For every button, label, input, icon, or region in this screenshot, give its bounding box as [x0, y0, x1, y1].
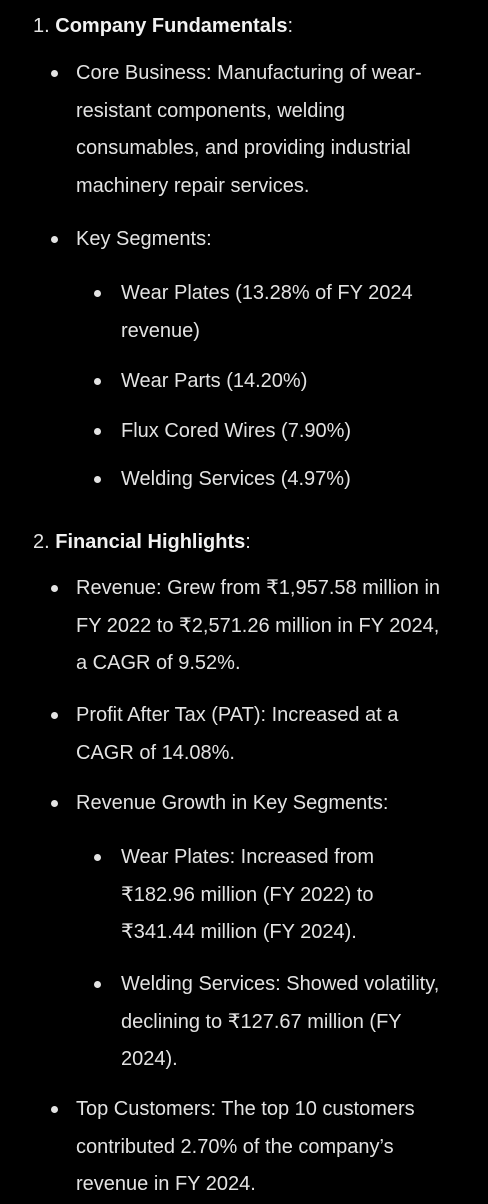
section-title: Financial Highlights [55, 531, 246, 553]
line: Top Customers: The top 10 customers [76, 1098, 415, 1120]
sub-item-wear-parts: Wear Parts (14.20%) [94, 363, 476, 401]
sub-item-flux-cored-wires: Flux Cored Wires (7.90%) [94, 413, 476, 451]
bullet-icon [51, 236, 58, 243]
section-number: 1. [33, 15, 50, 37]
line: 2024). [121, 1048, 178, 1070]
line: machinery repair services. [76, 174, 310, 197]
line: ₹182.96 million (FY 2022) to [121, 883, 374, 906]
bullet-icon [94, 378, 101, 385]
line: Welding Services: Showed volatility, [121, 973, 440, 995]
bullet-icon [94, 854, 101, 861]
section-suffix: : [287, 15, 294, 37]
sub-item-welding-services: Welding Services (4.97%) [94, 461, 476, 499]
section-number: 2. [33, 531, 50, 553]
line: Wear Parts (14.20%) [121, 370, 308, 392]
sub-item-wear-plates-growth: Wear Plates: Increased from ₹182.96 mill… [94, 839, 476, 952]
list-item-key-segments: Key Segments: [51, 221, 476, 259]
line: declining to ₹127.67 million (FY [121, 1010, 402, 1033]
line: Wear Plates: Increased from [121, 846, 375, 868]
bullet-icon [94, 290, 101, 297]
line: revenue in FY 2024. [76, 1173, 256, 1195]
line: Core Business: Manufacturing of wear- [76, 62, 422, 84]
bullet-icon [94, 428, 101, 435]
line: Revenue Growth in Key Segments: [76, 792, 389, 814]
section-heading-company-fundamentals: 1. Company Fundamentals: [33, 8, 293, 46]
line: FY 2022 to ₹2,571.26 million in FY 2024, [76, 614, 440, 637]
sub-item-welding-services-growth: Welding Services: Showed volatility, dec… [94, 966, 476, 1079]
list-item-profit-after-tax: Profit After Tax (PAT): Increased at a C… [51, 697, 476, 772]
list-item-top-customers: Top Customers: The top 10 customers cont… [51, 1091, 476, 1204]
list-item-revenue-growth: Revenue Growth in Key Segments: [51, 785, 476, 823]
line: Profit After Tax (PAT): Increased at a [76, 704, 399, 726]
line: Key Segments: [76, 228, 212, 250]
bullet-icon [51, 712, 58, 719]
line: revenue) [121, 319, 200, 342]
bullet-icon [94, 476, 101, 483]
line: contributed 2.70% of the company’s [76, 1135, 394, 1158]
line: CAGR of 14.08%. [76, 741, 235, 764]
bullet-icon [51, 1106, 58, 1113]
bullet-icon [51, 585, 58, 592]
line: a CAGR of 9.52%. [76, 652, 241, 674]
list-item-core-business: Core Business: Manufacturing of wear- re… [51, 55, 476, 205]
line: Wear Plates (13.28% of FY 2024 [121, 282, 413, 304]
line: ₹341.44 million (FY 2024). [121, 921, 357, 943]
line: resistant components, welding [76, 99, 346, 122]
sub-item-wear-plates: Wear Plates (13.28% of FY 2024 revenue) [94, 275, 476, 350]
list-item-revenue: Revenue: Grew from ₹1,957.58 million in … [51, 570, 476, 683]
section-suffix: : [245, 531, 251, 553]
bullet-icon [94, 981, 101, 988]
line: Revenue: Grew from ₹1,957.58 million in [76, 577, 441, 599]
line: Welding Services (4.97%) [121, 468, 351, 490]
line: consumables, and providing industrial [76, 137, 411, 159]
section-heading-financial-highlights: 2. Financial Highlights: [33, 524, 251, 562]
line: Flux Cored Wires (7.90%) [121, 420, 352, 442]
bullet-icon [51, 70, 58, 77]
section-title: Company Fundamentals [55, 15, 288, 37]
bullet-icon [51, 800, 58, 807]
